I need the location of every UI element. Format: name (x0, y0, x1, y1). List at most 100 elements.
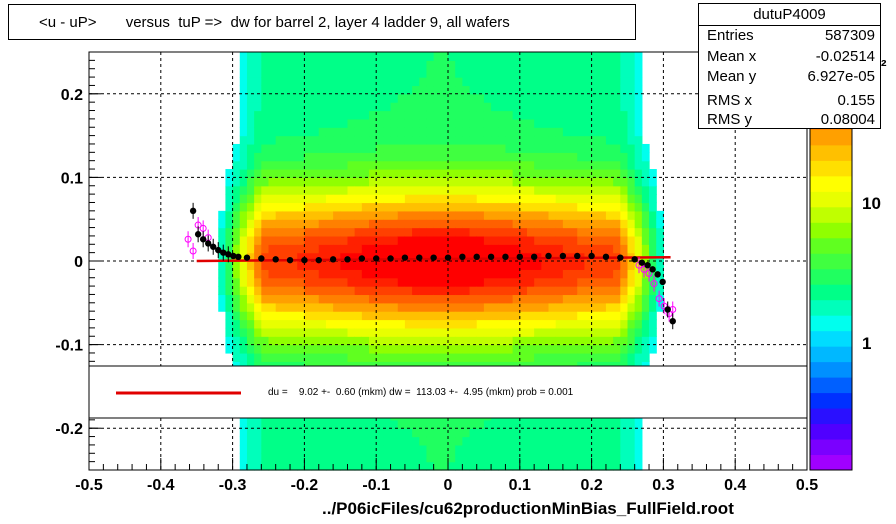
density-cell (541, 177, 550, 187)
density-cell (555, 453, 564, 463)
density-cell (469, 77, 478, 87)
density-cell (354, 444, 363, 454)
density-cell (304, 85, 313, 95)
density-cell (577, 110, 586, 120)
filled-marker (210, 243, 217, 250)
density-cell (613, 85, 621, 95)
filled-marker (659, 278, 666, 286)
density-cell (541, 185, 550, 195)
density-cell (304, 210, 313, 220)
density-cell (548, 194, 557, 204)
density-cell (570, 127, 578, 137)
density-cell (440, 160, 449, 170)
density-cell (333, 419, 341, 429)
density-cell (483, 85, 492, 95)
density-cell (239, 419, 248, 429)
density-cell (605, 453, 614, 463)
density-cell (333, 352, 341, 362)
density-cell (318, 269, 327, 279)
density-cell (577, 93, 586, 103)
density-cell (562, 219, 571, 229)
density-cell (261, 118, 270, 128)
density-cell (268, 194, 277, 204)
density-cell (605, 235, 614, 245)
density-cell (340, 252, 349, 262)
density-cell (541, 352, 550, 362)
density-cell (282, 319, 291, 329)
density-cell (404, 352, 413, 362)
density-cell (361, 77, 370, 87)
density-cell (297, 227, 305, 237)
density-cell (412, 252, 420, 262)
density-cell (268, 110, 277, 120)
density-cell (448, 68, 456, 78)
density-cell (534, 344, 542, 354)
density-cell (232, 319, 241, 329)
density-cell (383, 327, 392, 337)
density-cell (498, 110, 507, 120)
density-cell (340, 160, 349, 170)
density-cell (261, 428, 270, 438)
filled-marker (530, 253, 538, 261)
density-cell (290, 118, 298, 128)
density-cell (404, 177, 413, 187)
density-cell (333, 210, 341, 220)
density-cell (584, 210, 593, 220)
density-cell (397, 244, 406, 254)
density-cell (613, 286, 621, 296)
density-cell (562, 319, 571, 329)
density-cell (440, 118, 449, 128)
density-cell (620, 102, 629, 112)
density-cell (290, 68, 298, 78)
density-cell (641, 277, 650, 287)
density-cell (419, 336, 428, 346)
density-cell (376, 319, 384, 329)
density-cell (275, 277, 284, 287)
density-cell (290, 77, 298, 87)
density-cell (462, 135, 471, 145)
density-cell (297, 269, 305, 279)
density-cell (476, 194, 485, 204)
density-cell (534, 102, 542, 112)
density-cell (526, 194, 535, 204)
density-cell (476, 419, 485, 429)
density-cell (598, 235, 607, 245)
density-cell (577, 68, 586, 78)
density-cell (290, 194, 298, 204)
density-cell (620, 327, 629, 337)
density-cell (519, 177, 528, 187)
density-cell (591, 169, 600, 178)
density-cell (598, 319, 607, 329)
density-cell (641, 210, 650, 220)
density-cell (397, 277, 406, 287)
density-cell (562, 160, 571, 170)
density-cell (275, 261, 284, 270)
density-cell (591, 302, 600, 312)
density-cell (620, 177, 629, 187)
density-cell (613, 102, 621, 112)
density-cell (297, 453, 305, 463)
density-cell (239, 244, 248, 254)
density-cell (282, 269, 291, 279)
density-cell (404, 118, 413, 128)
density-cell (383, 261, 392, 270)
filled-marker (644, 261, 651, 269)
density-cell (448, 319, 456, 329)
density-cell (333, 102, 341, 112)
density-cell (613, 135, 621, 145)
density-cell (491, 327, 499, 337)
density-cell (448, 244, 456, 254)
density-cell (555, 219, 564, 229)
density-cell (483, 118, 492, 128)
density-cell (419, 102, 428, 112)
density-cell (519, 102, 528, 112)
density-cell (526, 135, 535, 145)
density-cell (519, 185, 528, 195)
density-cell (462, 294, 471, 304)
density-cell (297, 436, 305, 446)
stats-value: 587309 (824, 27, 875, 44)
density-cell (419, 227, 428, 237)
density-cell (512, 311, 521, 321)
density-cell (246, 177, 255, 187)
density-cell (469, 336, 478, 346)
